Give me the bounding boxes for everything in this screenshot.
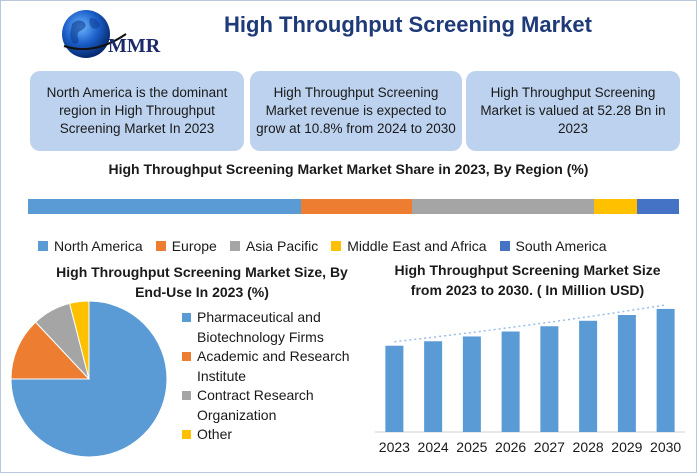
end-use-legend-item: Contract Research Organization xyxy=(182,386,367,425)
legend-label: Middle East and Africa xyxy=(347,238,487,254)
legend-label: Other xyxy=(197,426,233,442)
info-box-growth-rate: High Throughput Screening Market revenue… xyxy=(250,71,462,151)
bar-2026 xyxy=(501,331,520,432)
legend-label: Pharmaceutical and Biotechnology Firms xyxy=(197,309,324,345)
region-segment-europe xyxy=(301,199,413,214)
region-legend-item: South America xyxy=(499,238,607,254)
end-use-legend-item: Other xyxy=(182,425,367,445)
legend-swatch xyxy=(499,241,510,251)
x-tick-label: 2025 xyxy=(456,439,487,455)
bar-2029 xyxy=(617,315,636,432)
legend-swatch xyxy=(182,391,191,400)
region-share-title: High Throughput Screening Market Market … xyxy=(108,161,589,177)
legend-swatch xyxy=(182,352,191,361)
legend-swatch xyxy=(38,241,48,251)
legend-label: Asia Pacific xyxy=(245,238,319,254)
region-segment-south-america xyxy=(636,199,679,214)
legend-swatch xyxy=(331,241,342,251)
market-size-bar-chart: 2023 2024 2025 2026 2027 2028 2029 2030 xyxy=(375,304,685,455)
logo-text: MMR xyxy=(108,35,161,57)
region-share-stacked-bar xyxy=(28,199,679,214)
bar-2030 xyxy=(656,308,675,432)
end-use-pie-title: High Throughput Screening Market Size, B… xyxy=(56,264,348,300)
region-legend: North America Europe Asia Pacific Middle Ea… xyxy=(38,238,620,254)
legend-label: Europe xyxy=(171,238,217,254)
legend-swatch xyxy=(182,430,191,439)
info-box-text: High Throughput Screening Market revenue… xyxy=(256,85,456,136)
bar-2027 xyxy=(540,326,559,432)
mmr-logo: MMR xyxy=(62,10,161,58)
end-use-legend-item: Pharmaceutical and Biotechnology Firms xyxy=(182,308,367,347)
legend-label: South America xyxy=(515,238,607,254)
legend-swatch xyxy=(155,241,166,251)
bar-2023 xyxy=(385,345,404,432)
pie-slice-pharmaceutical-and-biotechnology-firms xyxy=(10,300,168,458)
legend-label: North America xyxy=(54,238,143,254)
pie-slice-other xyxy=(68,300,90,380)
info-box-text: North America is the dominant region in … xyxy=(46,85,228,136)
region-segment-north-america xyxy=(28,199,302,214)
legend-label: Contract Research Organization xyxy=(197,387,314,423)
region-legend-item: North America xyxy=(38,238,143,254)
market-size-chart-title: High Throughput Screening Market Size fr… xyxy=(394,262,661,298)
x-tick-label: 2027 xyxy=(534,439,565,455)
legend-swatch xyxy=(229,241,240,251)
region-legend-item: Middle East and Africa xyxy=(331,238,487,254)
legend-swatch xyxy=(182,313,191,322)
bar-2025 xyxy=(462,336,481,432)
end-use-legend: Pharmaceutical and Biotechnology Firms Ac… xyxy=(182,308,367,445)
end-use-pie-chart xyxy=(10,300,168,458)
region-segment-middle-east-and-africa xyxy=(594,199,637,214)
x-tick-label: 2028 xyxy=(573,439,604,455)
x-tick-label: 2024 xyxy=(418,439,449,455)
bar-2028 xyxy=(579,320,598,432)
page-title: High Throughput Screening Market xyxy=(224,12,592,37)
x-tick-label: 2030 xyxy=(650,439,681,455)
region-segment-asia-pacific xyxy=(412,199,595,214)
region-legend-item: Asia Pacific xyxy=(229,238,319,254)
info-box-text: High Throughput Screening Market is valu… xyxy=(480,85,666,136)
info-box-dominant-region: North America is the dominant region in … xyxy=(30,71,244,151)
info-box-market-value: High Throughput Screening Market is valu… xyxy=(466,71,680,151)
x-tick-label: 2029 xyxy=(611,439,642,455)
region-legend-item: Europe xyxy=(155,238,217,254)
legend-label: Academic and Research Institute xyxy=(197,348,350,384)
trendline xyxy=(394,304,666,343)
x-tick-label: 2026 xyxy=(495,439,526,455)
bar-2024 xyxy=(424,341,443,432)
end-use-legend-item: Academic and Research Institute xyxy=(182,347,367,386)
pie-slice-academic-and-research-institute xyxy=(10,321,91,380)
x-tick-label: 2023 xyxy=(379,439,410,455)
